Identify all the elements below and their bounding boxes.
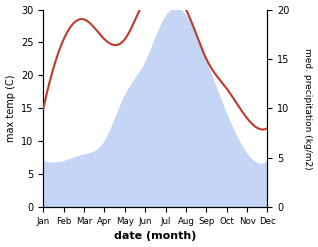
Y-axis label: max temp (C): max temp (C) — [5, 75, 16, 142]
X-axis label: date (month): date (month) — [114, 231, 197, 242]
Y-axis label: med. precipitation (kg/m2): med. precipitation (kg/m2) — [303, 48, 313, 169]
